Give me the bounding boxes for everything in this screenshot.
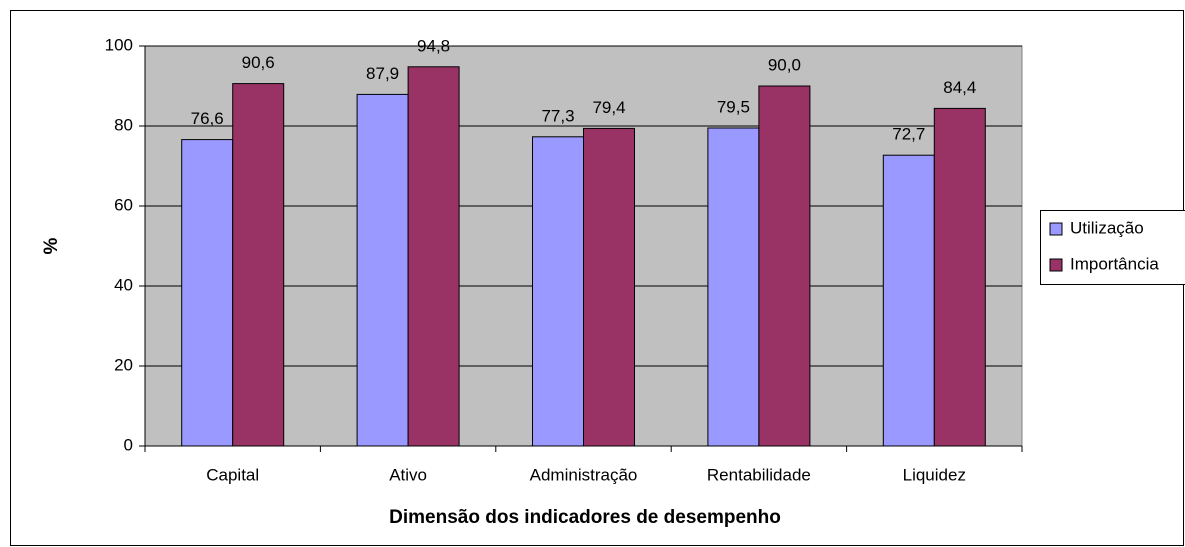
x-tick-label: Capital [206, 465, 259, 484]
legend-swatch [1049, 258, 1063, 272]
x-tick-label: Administração [530, 465, 638, 484]
bar [232, 83, 285, 447]
x-tick-label: Ativo [389, 465, 427, 484]
y-axis-title: % [41, 237, 62, 254]
y-tick-label: 100 [105, 35, 133, 54]
bar [583, 127, 635, 447]
value-label: 87,9 [366, 64, 399, 83]
value-label: 84,4 [943, 78, 976, 97]
value-label: 79,5 [717, 97, 750, 116]
value-label: 90,6 [242, 53, 275, 72]
value-label: 79,4 [592, 98, 625, 117]
y-tick-label: 80 [114, 115, 133, 134]
value-label: 77,3 [541, 106, 574, 125]
bar [758, 85, 811, 447]
legend [1040, 210, 1185, 285]
bar [882, 154, 935, 447]
bar [407, 66, 460, 447]
bar [532, 136, 584, 447]
bar [707, 127, 760, 447]
x-axis-title: Dimensão dos indicadores de desempenho [389, 507, 781, 528]
value-label: 90,0 [768, 55, 801, 74]
x-tick-label: Rentabilidade [707, 465, 811, 484]
value-label: 72,7 [892, 125, 925, 144]
bar [933, 107, 986, 447]
value-label: 76,6 [191, 109, 224, 128]
y-tick-label: 0 [124, 435, 133, 454]
value-label: 94,8 [417, 36, 450, 55]
legend-label: Utilização [1070, 218, 1144, 237]
legend-label: Importância [1070, 254, 1159, 273]
legend-swatch [1049, 222, 1063, 236]
y-tick-label: 40 [114, 275, 133, 294]
bar [181, 139, 234, 447]
x-tick-label: Liquidez [903, 465, 966, 484]
y-tick-label: 60 [114, 195, 133, 214]
y-tick-label: 20 [114, 355, 133, 374]
bar [356, 93, 409, 447]
